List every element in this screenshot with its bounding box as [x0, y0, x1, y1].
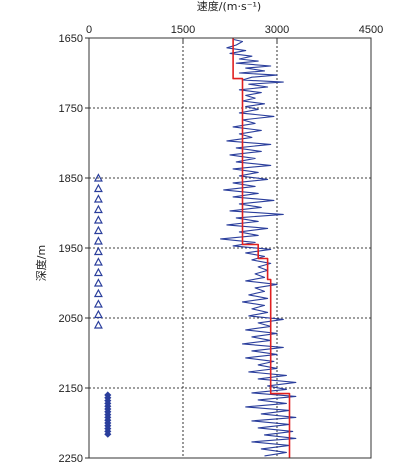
triangle-marker [93, 278, 103, 287]
x-tick-label: 1500 [171, 24, 195, 36]
grid-lines [89, 38, 371, 458]
triangle-marker [93, 257, 103, 266]
triangle-marker [93, 194, 103, 203]
triangle-marker [93, 204, 103, 214]
y-tick-label: 1750 [59, 103, 83, 115]
y-tick-label: 2050 [59, 313, 83, 325]
triangle-marker [93, 309, 103, 319]
x-axis-title: 速度/(m·s⁻¹) [197, 0, 261, 13]
y-tick-labels: 1650 1750 1850 1950 2050 2150 2250 [59, 33, 89, 465]
triangle-marker [93, 236, 103, 245]
y-tick-label: 1650 [59, 33, 83, 45]
triangle-marker [93, 183, 103, 193]
interval-velocity-step-line [232, 38, 291, 458]
x-tick-label: 3000 [265, 24, 289, 36]
triangle-marker [93, 215, 103, 224]
velocity-log-line [220, 38, 297, 457]
triangle-marker [93, 246, 103, 256]
triangle-marker [93, 225, 103, 235]
triangle-marker [93, 320, 103, 329]
plot-frame [88, 37, 372, 459]
series-layer [93, 38, 297, 458]
y-axis-title: 深度/m [34, 245, 48, 281]
y-tick-label: 2150 [59, 383, 83, 395]
triangle-marker [93, 173, 103, 182]
y-tick-label: 1850 [59, 173, 83, 185]
triangle-marker [93, 299, 103, 308]
y-tick-label: 2250 [59, 453, 83, 465]
triangle-marker [93, 267, 103, 277]
y-tick-label: 1950 [59, 243, 83, 255]
x-tick-label: 4500 [359, 24, 383, 36]
x-tick-label: 0 [86, 24, 92, 36]
diamond-marker [104, 430, 112, 438]
triangle-marker [93, 288, 103, 298]
